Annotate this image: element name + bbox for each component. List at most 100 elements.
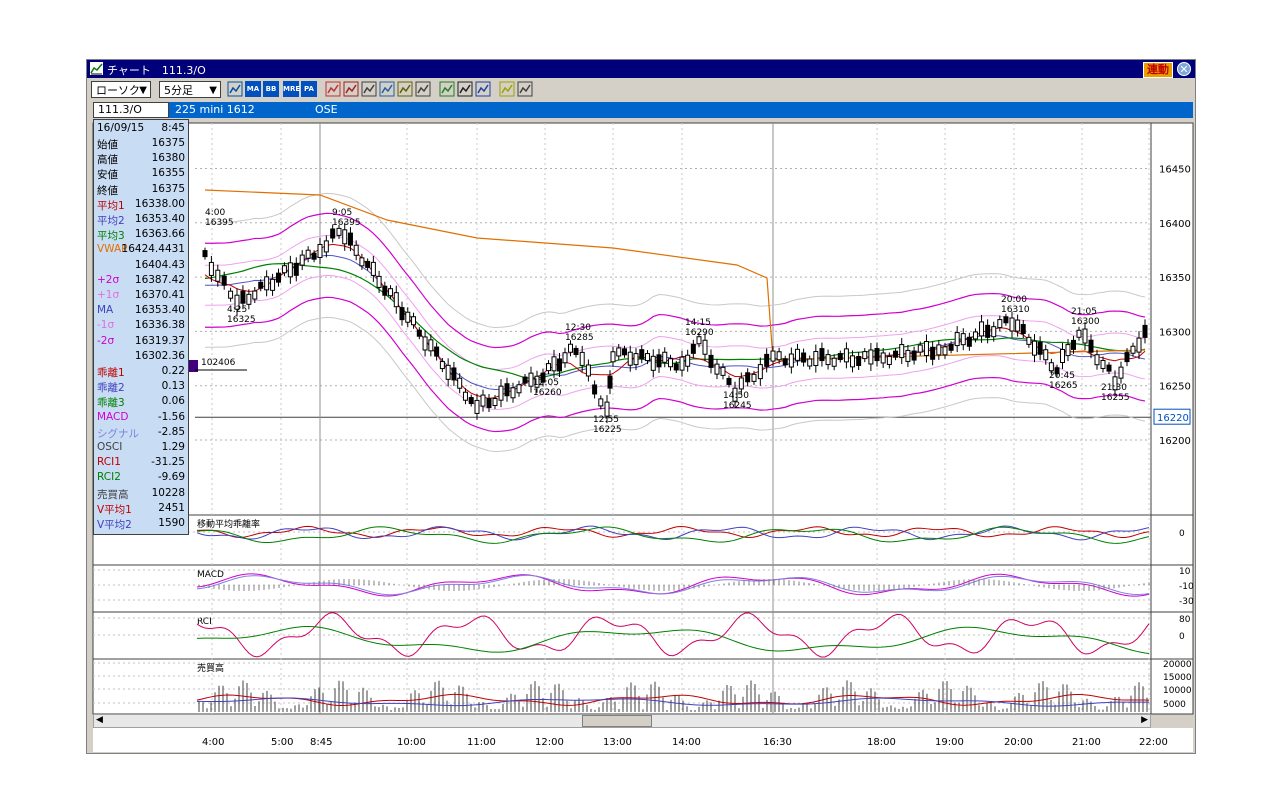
- panel-row-label: 平均2: [97, 215, 125, 227]
- candle-body: [708, 354, 714, 368]
- candle-body: [1118, 366, 1124, 379]
- candle-body: [948, 343, 954, 351]
- annotation-price: 16245: [723, 401, 752, 411]
- candle-body: [942, 346, 948, 356]
- search-icon[interactable]: [499, 81, 515, 97]
- panel-row-label: 乖離1: [97, 367, 125, 379]
- candle-body: [281, 265, 287, 274]
- annotation-time: 14:50: [723, 391, 749, 401]
- zoom-icon[interactable]: [379, 81, 395, 97]
- annotation-time: 20:00: [1001, 295, 1027, 305]
- candle-body: [764, 353, 770, 367]
- scroll-thumb[interactable]: [582, 715, 652, 727]
- trend-icon[interactable]: [517, 81, 533, 97]
- volume-avg2-line: [196, 697, 1150, 707]
- candle-body: [831, 357, 837, 367]
- panel-row-label: MACD: [97, 410, 129, 423]
- candle-body: [540, 372, 546, 383]
- panel-header-row: 16/09/15 8:45: [94, 120, 188, 136]
- panel-row-label: +1σ: [97, 289, 120, 301]
- panel-row-value: 2451: [158, 501, 185, 514]
- eraser-icon[interactable]: [475, 81, 491, 97]
- ma1-line: [204, 243, 1146, 399]
- indicator-icon[interactable]: [361, 81, 377, 97]
- candle-body: [880, 352, 886, 364]
- close-button[interactable]: ✕: [1177, 62, 1191, 76]
- panel-row: +2σ 16387.42: [94, 272, 188, 288]
- candle-body: [991, 326, 997, 338]
- annotation-price: 16310: [1001, 305, 1030, 315]
- annotation-price: 16395: [332, 218, 361, 228]
- panel-row-value: -31.25: [151, 456, 185, 469]
- ruler-icon[interactable]: [415, 81, 431, 97]
- panel-row-label: OSCI: [97, 441, 123, 453]
- candle-body: [287, 262, 293, 278]
- panel-row-value: -1.56: [157, 410, 185, 423]
- mre-icon[interactable]: MRE: [283, 81, 300, 97]
- ma-icon[interactable]: MA: [245, 81, 261, 97]
- candle-body: [856, 356, 862, 367]
- candle-body: [997, 319, 1003, 329]
- annotation-time: 4:25: [227, 305, 247, 315]
- candle-body: [905, 349, 911, 362]
- chart-type-value: ローソク: [96, 84, 140, 97]
- pa-icon[interactable]: PA: [301, 81, 317, 97]
- subpanel-volume-frame: [92, 658, 1152, 715]
- panel-row-label: 乖離2: [97, 382, 125, 395]
- chart-area[interactable]: 16450 16400 16350 16300 16250 16200 16220 4:00 5…: [87, 60, 1195, 753]
- scroll-left-icon[interactable]: ◀: [96, 715, 103, 725]
- grid-icon[interactable]: [397, 81, 413, 97]
- panel-row: 終値 16375: [94, 181, 188, 197]
- panel-row-value: 16302.36: [134, 349, 185, 362]
- candle-body: [323, 240, 329, 253]
- candle-body: [252, 290, 258, 300]
- panel-row-label: 安値: [97, 169, 118, 182]
- candle-body: [923, 340, 929, 356]
- time-tick-label: 18:00: [867, 737, 896, 748]
- time-tick-label: 19:00: [935, 737, 964, 748]
- symbol-field[interactable]: 111.3/O: [93, 102, 169, 118]
- line-chart-icon[interactable]: [325, 81, 341, 97]
- candle-body: [311, 252, 317, 260]
- pointer-icon[interactable]: [457, 81, 473, 97]
- current-price-label: 16220: [1157, 413, 1189, 424]
- panel-time: 8:45: [161, 122, 185, 134]
- horizontal-scrollbar[interactable]: ◀ ▶: [93, 714, 1151, 728]
- candle-body: [1076, 329, 1082, 338]
- candle-body: [745, 372, 751, 383]
- pen-icon[interactable]: [439, 81, 455, 97]
- bb-icon[interactable]: BB: [263, 81, 279, 97]
- candle-body: [370, 261, 376, 276]
- candle-body: [1003, 316, 1009, 324]
- chart-settings-icon[interactable]: [227, 81, 243, 97]
- candle-icon[interactable]: [343, 81, 359, 97]
- toolbar: ローソク ▼ 5分足 ▼ MA BB MRE PA: [87, 79, 1195, 101]
- panel-row: 16302.36: [94, 348, 188, 364]
- subpanel-tick-label: 0: [1179, 529, 1185, 539]
- interval-select[interactable]: 5分足 ▼: [159, 81, 221, 98]
- candle-body: [342, 229, 348, 245]
- panel-row-value: 16319.37: [134, 334, 185, 347]
- subpanel-title: MACD: [197, 570, 224, 580]
- subpanel-title: RCI: [197, 617, 212, 627]
- candle-body: [1142, 324, 1148, 338]
- annotation-time: 12:30: [565, 323, 591, 333]
- candle-body: [714, 363, 720, 375]
- panel-row-value: 16353.40: [134, 304, 185, 317]
- candle-body: [801, 352, 807, 363]
- panel-row: 始値 16375: [94, 135, 188, 151]
- signal-line: [196, 574, 1150, 596]
- candle-body: [1043, 349, 1049, 361]
- link-toggle-button[interactable]: 連動: [1143, 62, 1173, 78]
- candle-body: [837, 353, 843, 361]
- panel-row-label: VWAP: [97, 243, 128, 256]
- candle-body: [732, 387, 738, 402]
- candle-body: [696, 336, 702, 345]
- exchange-name: OSE: [315, 103, 338, 116]
- candle-body: [557, 358, 562, 372]
- price-tick-label: 16450: [1159, 165, 1191, 176]
- candle-body: [568, 343, 573, 353]
- scroll-right-icon[interactable]: ▶: [1141, 715, 1148, 725]
- chart-type-select[interactable]: ローソク ▼: [91, 81, 151, 98]
- candle-body: [627, 351, 633, 366]
